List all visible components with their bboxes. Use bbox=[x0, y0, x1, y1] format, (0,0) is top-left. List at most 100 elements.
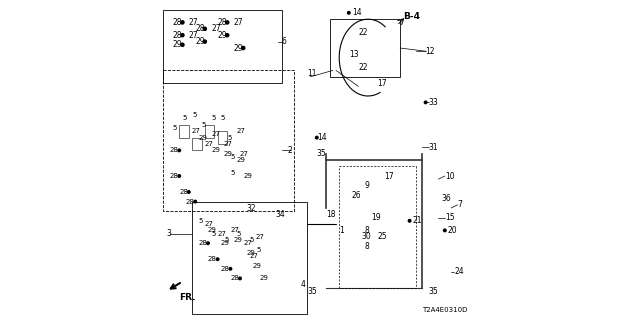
Text: 5: 5 bbox=[256, 247, 260, 252]
Text: 35: 35 bbox=[317, 149, 326, 158]
Text: 29: 29 bbox=[234, 44, 243, 52]
Text: 27: 27 bbox=[237, 128, 246, 134]
Text: 27: 27 bbox=[192, 128, 201, 134]
Circle shape bbox=[194, 200, 196, 203]
Text: 31: 31 bbox=[429, 143, 438, 152]
Text: 29: 29 bbox=[208, 228, 217, 233]
Text: B-4: B-4 bbox=[403, 12, 420, 20]
Bar bbox=[205, 125, 214, 138]
Text: 5: 5 bbox=[221, 116, 225, 121]
Text: 5: 5 bbox=[230, 170, 235, 176]
Text: 33: 33 bbox=[429, 98, 438, 107]
Circle shape bbox=[424, 101, 427, 104]
Circle shape bbox=[204, 27, 206, 30]
Text: 27: 27 bbox=[189, 31, 198, 40]
Bar bbox=[218, 131, 227, 144]
Circle shape bbox=[181, 34, 184, 37]
Circle shape bbox=[408, 220, 411, 222]
Text: 28: 28 bbox=[173, 31, 182, 40]
Circle shape bbox=[229, 268, 232, 270]
Text: 27: 27 bbox=[218, 231, 227, 236]
Text: 29: 29 bbox=[234, 237, 243, 243]
Circle shape bbox=[181, 21, 184, 24]
Text: 5: 5 bbox=[211, 231, 216, 236]
Text: 29: 29 bbox=[173, 40, 182, 49]
Circle shape bbox=[316, 136, 318, 139]
Text: 35: 35 bbox=[429, 287, 438, 296]
Text: 28: 28 bbox=[221, 266, 230, 272]
Text: 28: 28 bbox=[170, 148, 179, 153]
Text: 29: 29 bbox=[195, 37, 205, 46]
Text: 15: 15 bbox=[445, 213, 454, 222]
Text: 32: 32 bbox=[246, 204, 256, 212]
Text: 29: 29 bbox=[253, 263, 262, 268]
Circle shape bbox=[178, 175, 180, 177]
Text: 20: 20 bbox=[448, 226, 458, 235]
Text: 8: 8 bbox=[365, 226, 369, 235]
Text: 6: 6 bbox=[282, 37, 287, 46]
Circle shape bbox=[444, 229, 446, 232]
Text: 27: 27 bbox=[205, 141, 214, 147]
Text: 30: 30 bbox=[362, 232, 371, 241]
Text: 22: 22 bbox=[358, 28, 368, 36]
Text: 7: 7 bbox=[458, 200, 463, 209]
Text: 12: 12 bbox=[426, 47, 435, 56]
Text: 27: 27 bbox=[189, 18, 198, 27]
Text: 29: 29 bbox=[243, 173, 252, 179]
Circle shape bbox=[181, 43, 184, 46]
Text: 10: 10 bbox=[445, 172, 454, 180]
Text: 13: 13 bbox=[349, 50, 358, 59]
Circle shape bbox=[242, 46, 244, 50]
Circle shape bbox=[216, 258, 219, 260]
Text: 27: 27 bbox=[211, 24, 221, 33]
Text: FR.: FR. bbox=[179, 293, 196, 302]
Text: 18: 18 bbox=[326, 210, 336, 219]
Circle shape bbox=[178, 149, 180, 152]
Text: 14: 14 bbox=[317, 133, 326, 142]
Text: 27: 27 bbox=[243, 240, 252, 246]
Text: 2: 2 bbox=[288, 146, 292, 155]
Text: 28: 28 bbox=[195, 24, 205, 33]
Circle shape bbox=[188, 191, 190, 193]
Text: 27: 27 bbox=[240, 151, 249, 156]
Text: 5: 5 bbox=[182, 116, 187, 121]
Text: 17: 17 bbox=[384, 172, 394, 180]
Text: 29: 29 bbox=[224, 151, 233, 156]
Text: 14: 14 bbox=[352, 8, 362, 17]
Text: 28: 28 bbox=[198, 240, 207, 246]
Circle shape bbox=[226, 34, 229, 37]
Text: 29: 29 bbox=[237, 157, 246, 163]
Text: 28: 28 bbox=[186, 199, 195, 204]
Text: 28: 28 bbox=[179, 189, 188, 195]
Text: 9: 9 bbox=[365, 181, 370, 190]
Text: 1: 1 bbox=[339, 226, 344, 235]
Text: 27: 27 bbox=[230, 228, 239, 233]
Text: 17: 17 bbox=[378, 79, 387, 88]
Text: 29: 29 bbox=[259, 276, 268, 281]
Text: 28: 28 bbox=[218, 18, 227, 27]
Text: 28: 28 bbox=[173, 18, 182, 27]
Circle shape bbox=[239, 277, 241, 280]
Text: 5: 5 bbox=[230, 154, 235, 160]
Text: 27: 27 bbox=[256, 234, 265, 240]
Circle shape bbox=[207, 242, 209, 244]
Text: 29: 29 bbox=[246, 250, 255, 256]
Text: 27: 27 bbox=[234, 18, 243, 27]
Text: 5: 5 bbox=[192, 112, 196, 118]
Text: 27: 27 bbox=[224, 141, 233, 147]
Text: 36: 36 bbox=[442, 194, 451, 203]
Text: 5: 5 bbox=[237, 231, 241, 236]
Circle shape bbox=[204, 40, 206, 43]
Text: 35: 35 bbox=[307, 287, 317, 296]
Text: 29: 29 bbox=[218, 31, 227, 40]
Text: 27: 27 bbox=[250, 253, 259, 259]
Text: 34: 34 bbox=[275, 210, 285, 219]
Text: 3: 3 bbox=[166, 229, 172, 238]
Text: 29: 29 bbox=[211, 148, 220, 153]
Text: 4: 4 bbox=[301, 280, 306, 289]
Text: 11: 11 bbox=[307, 69, 317, 78]
Bar bbox=[179, 125, 189, 138]
Text: 22: 22 bbox=[358, 63, 368, 72]
Text: 29: 29 bbox=[198, 135, 207, 140]
Text: 28: 28 bbox=[230, 276, 239, 281]
